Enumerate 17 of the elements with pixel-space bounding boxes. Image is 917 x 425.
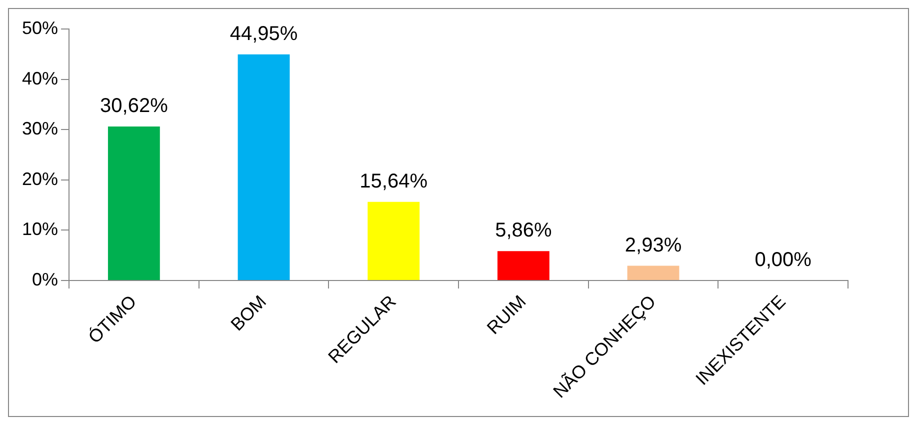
data-label: 2,93% [624, 234, 682, 256]
y-tick-label: 30% [22, 118, 58, 139]
y-tick-label: 40% [22, 68, 58, 88]
y-tick-label: 0% [32, 270, 58, 290]
y-tick-label: 50% [22, 18, 58, 38]
bar [238, 54, 290, 280]
bar [497, 251, 550, 280]
bar [108, 126, 160, 280]
y-tick-label: 20% [22, 168, 58, 189]
data-label: 44,95% [230, 22, 298, 45]
data-label: 30,62% [100, 95, 168, 118]
y-tick-label: 10% [22, 219, 58, 240]
bar [627, 266, 680, 280]
data-label: 15,64% [360, 170, 428, 192]
bar [368, 202, 420, 280]
data-label: 0,00% [754, 249, 812, 272]
data-label: 5,86% [495, 220, 552, 242]
